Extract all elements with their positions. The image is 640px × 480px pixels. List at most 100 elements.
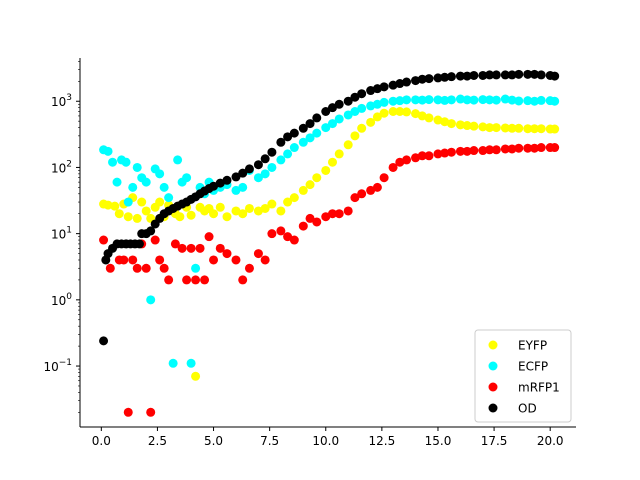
data-point xyxy=(550,96,560,106)
data-point xyxy=(350,193,360,203)
data-point xyxy=(186,243,196,253)
data-point xyxy=(536,124,546,134)
data-point xyxy=(357,103,367,113)
data-point xyxy=(305,119,315,129)
y-tick-label: 100 xyxy=(51,292,72,308)
x-tick-label: 10.0 xyxy=(312,434,339,448)
data-point xyxy=(283,197,293,207)
data-point xyxy=(446,147,456,157)
data-point xyxy=(424,151,434,161)
series-ecfp xyxy=(99,94,560,368)
data-point xyxy=(121,157,131,167)
data-point xyxy=(327,119,337,129)
data-point xyxy=(260,154,270,164)
data-point xyxy=(132,263,142,273)
data-point xyxy=(222,175,232,185)
data-point xyxy=(485,95,495,105)
data-point xyxy=(536,70,546,80)
series-od xyxy=(99,69,560,346)
data-point xyxy=(440,148,450,158)
data-point xyxy=(305,213,315,223)
data-point xyxy=(523,143,533,153)
data-point xyxy=(244,164,254,174)
axes: 0.0 2.5 5.0 7.5 10.0 12.5 15.0 17.5 20.0 10−1 100 1… xyxy=(43,58,576,448)
data-point xyxy=(146,407,156,417)
data-point xyxy=(395,96,405,106)
data-point xyxy=(321,165,331,175)
data-point xyxy=(155,169,165,179)
data-point xyxy=(469,95,479,105)
data-point xyxy=(433,115,443,125)
data-point xyxy=(366,101,376,111)
data-point xyxy=(500,70,510,80)
data-point xyxy=(366,117,376,127)
x-tick-label: 0.0 xyxy=(92,434,111,448)
data-point xyxy=(327,103,337,113)
data-point xyxy=(298,221,308,231)
data-point xyxy=(514,96,524,106)
data-point xyxy=(462,146,472,156)
data-point xyxy=(446,119,456,129)
data-point xyxy=(200,275,210,285)
data-point xyxy=(267,199,277,209)
x-tick-label: 2.5 xyxy=(148,434,167,448)
data-point xyxy=(440,95,450,105)
data-point xyxy=(321,123,331,133)
data-point xyxy=(507,70,517,80)
data-point xyxy=(478,70,488,80)
data-point xyxy=(478,122,488,132)
data-point xyxy=(103,200,113,210)
data-point xyxy=(402,95,412,105)
data-point xyxy=(550,71,560,81)
data-point xyxy=(159,182,169,192)
data-point xyxy=(366,185,376,195)
data-point xyxy=(276,226,286,236)
data-point xyxy=(491,123,501,133)
x-tick-label: 20.0 xyxy=(537,434,564,448)
data-point xyxy=(395,79,405,89)
data-point xyxy=(215,202,225,212)
data-point xyxy=(132,162,142,172)
data-point xyxy=(357,123,367,133)
data-point xyxy=(357,89,367,99)
data-point xyxy=(276,137,286,147)
data-point xyxy=(283,132,293,142)
data-point xyxy=(350,107,360,116)
data-point xyxy=(485,123,495,133)
data-point xyxy=(395,107,405,116)
data-point xyxy=(411,76,421,86)
data-point xyxy=(514,69,524,79)
data-point xyxy=(334,209,344,219)
data-point xyxy=(260,255,270,265)
data-point xyxy=(388,162,398,172)
legend-marker xyxy=(488,340,498,350)
data-point xyxy=(231,172,241,182)
data-point xyxy=(350,92,360,102)
data-point xyxy=(500,123,510,133)
data-point xyxy=(343,140,353,150)
data-point xyxy=(289,128,299,138)
legend-marker xyxy=(488,382,498,392)
data-point xyxy=(343,110,353,120)
legend-label: mRFP1 xyxy=(518,381,560,395)
data-point xyxy=(424,113,434,123)
data-point xyxy=(191,275,201,285)
data-point xyxy=(312,217,322,227)
data-point xyxy=(379,82,389,92)
data-point xyxy=(289,143,299,153)
data-point xyxy=(321,107,331,116)
data-point xyxy=(204,232,214,242)
data-point xyxy=(485,70,495,80)
data-point xyxy=(134,239,144,249)
data-point xyxy=(523,69,533,79)
data-point xyxy=(195,243,205,253)
data-point xyxy=(128,182,138,192)
data-point xyxy=(312,173,322,183)
data-point xyxy=(529,96,539,106)
data-point xyxy=(424,95,434,105)
data-point xyxy=(343,206,353,216)
data-point xyxy=(289,235,299,245)
data-point xyxy=(186,210,196,220)
data-point xyxy=(388,107,398,116)
